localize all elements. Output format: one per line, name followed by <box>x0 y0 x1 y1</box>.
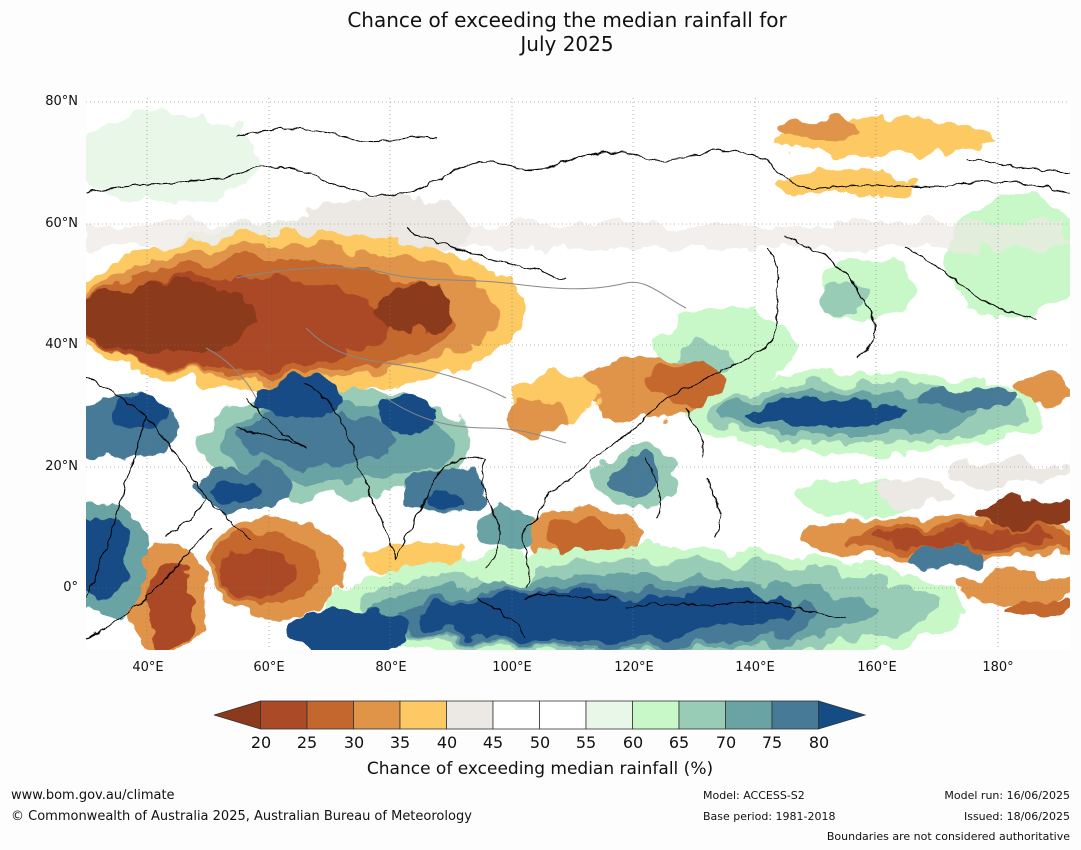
map-title: Chance of exceeding the median rainfall … <box>0 8 1081 56</box>
lon-label-160e: 160°E <box>857 660 897 675</box>
colorbar-cell <box>632 700 680 730</box>
colorbar-cell <box>585 700 633 730</box>
colorbar-extend-low <box>214 700 261 730</box>
footer-disclaimer: Boundaries are not considered authoritat… <box>826 830 1070 843</box>
colorbar-extend-high <box>818 700 867 730</box>
lon-label-180: 180° <box>982 660 1014 675</box>
colorbar-tick-75: 75 <box>761 733 783 752</box>
colorbar-cell <box>725 700 773 730</box>
colorbar-tick-40: 40 <box>436 733 458 752</box>
footer-model: Model: ACCESS-S2 <box>703 789 805 802</box>
colorbar-tick-35: 35 <box>389 733 411 752</box>
coastlines <box>86 128 1070 639</box>
colorbar-tick-30: 30 <box>343 733 365 752</box>
rainfall-map-svg <box>86 98 1070 650</box>
lon-label-100e: 100°E <box>492 660 532 675</box>
footer-model-run: Model run: 16/06/2025 <box>944 789 1070 802</box>
colorbar-tick-55: 55 <box>575 733 597 752</box>
colorbar <box>214 700 867 730</box>
footer-issued: Issued: 18/06/2025 <box>963 810 1070 823</box>
lon-label-40e: 40°E <box>132 660 164 675</box>
colorbar-cell <box>771 700 819 730</box>
colorbar-tick-65: 65 <box>668 733 690 752</box>
colorbar-cells <box>214 700 867 730</box>
colorbar-tick-60: 60 <box>622 733 644 752</box>
colorbar-title: Chance of exceeding median rainfall (%) <box>366 759 714 779</box>
colorbar-tick-50: 50 <box>529 733 551 752</box>
footer-base-period: Base period: 1981-2018 <box>703 810 836 823</box>
graticule <box>86 98 1070 650</box>
rainfall-map <box>86 98 1070 650</box>
lat-label-80n: 80°N <box>45 94 78 109</box>
lat-label-40n: 40°N <box>45 337 78 352</box>
lon-label-80e: 80°E <box>375 660 407 675</box>
colorbar-cell <box>353 700 401 730</box>
colorbar-tick-70: 70 <box>715 733 737 752</box>
lat-label-20n: 20°N <box>45 459 78 474</box>
colorbar-tick-80: 80 <box>808 733 830 752</box>
colorbar-cell <box>260 700 308 730</box>
colorbar-tick-45: 45 <box>482 733 504 752</box>
footer-url[interactable]: www.bom.gov.au/climate <box>11 788 175 803</box>
footer-copyright: © Commonwealth of Australia 2025, Austra… <box>11 809 472 824</box>
colorbar-cell <box>306 700 354 730</box>
colorbar-cell <box>399 700 447 730</box>
lat-label-60n: 60°N <box>45 216 78 231</box>
colorbar-cell <box>492 700 540 730</box>
colorbar-cell <box>678 700 726 730</box>
colorbar-tick-25: 25 <box>296 733 318 752</box>
lon-label-120e: 120°E <box>614 660 654 675</box>
colorbar-tick-20: 20 <box>250 733 272 752</box>
map-title-line-2: July 2025 <box>520 32 614 56</box>
lon-label-140e: 140°E <box>735 660 775 675</box>
lat-label-0: 0° <box>63 580 78 595</box>
map-title-line-1: Chance of exceeding the median rainfall … <box>347 8 787 32</box>
colorbar-cell <box>539 700 587 730</box>
colorbar-cell <box>446 700 494 730</box>
lon-label-60e: 60°E <box>253 660 285 675</box>
